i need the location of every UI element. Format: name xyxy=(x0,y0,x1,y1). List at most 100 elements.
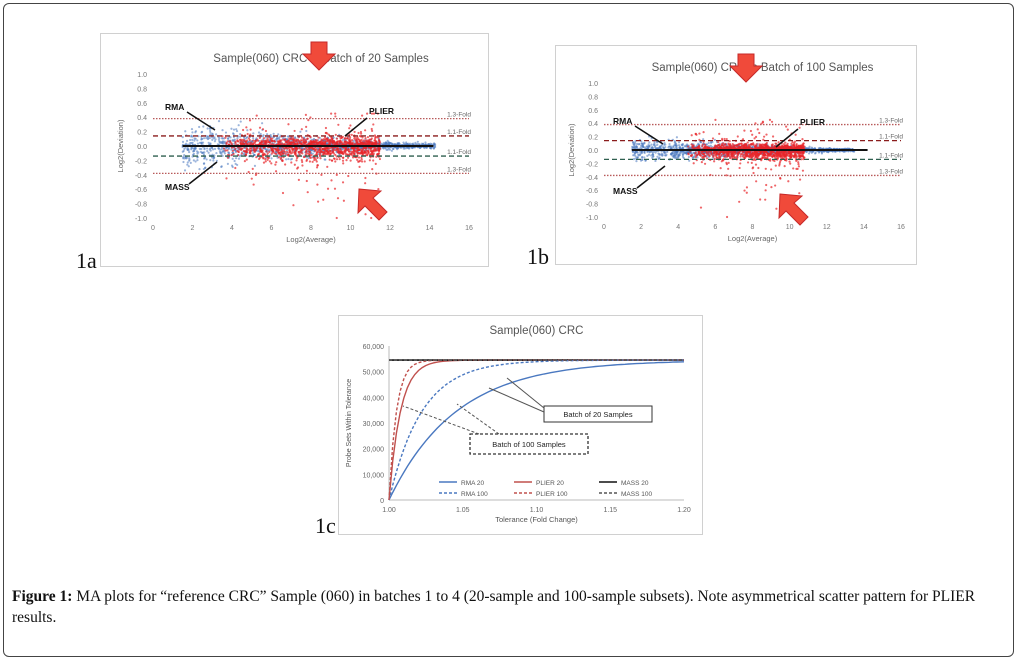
rma-point xyxy=(276,137,279,140)
plier-point xyxy=(741,138,745,141)
plier-point xyxy=(367,146,371,149)
plier-point xyxy=(320,138,323,141)
plier-point xyxy=(316,150,319,153)
plier-point xyxy=(794,133,797,136)
rma-point xyxy=(201,141,205,144)
rma-point xyxy=(641,158,644,161)
rma-point xyxy=(710,141,713,145)
plier-point xyxy=(357,156,361,159)
rma-point xyxy=(662,146,665,149)
plier-point xyxy=(357,142,360,145)
rma-point xyxy=(676,156,679,159)
plier-point xyxy=(370,141,374,144)
plier-point xyxy=(239,141,242,145)
plier-point xyxy=(350,138,354,142)
plier-point xyxy=(338,142,341,146)
plier-point xyxy=(767,145,770,148)
rma-point xyxy=(183,153,186,157)
plier-point xyxy=(250,141,253,144)
rma-point xyxy=(200,142,203,146)
plier-point xyxy=(346,156,350,159)
rma-point xyxy=(231,138,234,142)
rma-point xyxy=(424,141,427,144)
plier-point xyxy=(293,163,296,166)
plier-point xyxy=(748,155,751,159)
rma-point xyxy=(207,151,210,154)
rma-point xyxy=(233,159,236,163)
plier-point xyxy=(337,149,340,153)
plier-point xyxy=(334,112,337,115)
plier-point xyxy=(262,152,265,155)
rma-point xyxy=(206,149,209,153)
plier-point xyxy=(363,160,366,163)
plier-point xyxy=(360,156,363,159)
plier-point xyxy=(301,160,304,164)
plier-point xyxy=(736,135,739,138)
plier-point xyxy=(325,153,328,156)
plier-point xyxy=(280,148,283,151)
plier-point xyxy=(327,133,330,136)
rma-point xyxy=(217,146,220,150)
plier-point xyxy=(376,112,379,115)
plier-point xyxy=(225,142,228,146)
plier-point xyxy=(370,127,373,131)
x-tick-label: 6 xyxy=(713,224,717,231)
plier-point xyxy=(377,149,381,152)
rma-point xyxy=(272,132,275,135)
panel-label-1a: 1a xyxy=(76,248,97,273)
plier-point xyxy=(259,146,262,150)
plier-point xyxy=(252,183,255,186)
rma-point xyxy=(416,140,419,143)
plier-point xyxy=(333,187,337,190)
plier-point xyxy=(291,137,295,140)
plier-point xyxy=(310,154,313,157)
rma-point xyxy=(190,127,194,131)
rma-point xyxy=(223,152,226,155)
plier-point xyxy=(365,140,368,143)
plier-point xyxy=(706,153,710,156)
plier-point xyxy=(344,140,347,143)
y-tick-label: -0.8 xyxy=(135,202,147,209)
plier-point xyxy=(306,191,309,194)
rma-point xyxy=(387,148,390,151)
plier-point xyxy=(330,179,333,182)
plier-point xyxy=(273,152,276,155)
fold-label: 1.3-Fold xyxy=(447,112,471,119)
plier-point xyxy=(229,141,232,144)
plier-point xyxy=(345,143,348,146)
rma-point xyxy=(647,143,650,146)
plier-point xyxy=(288,149,291,152)
rma-point xyxy=(220,141,224,145)
plier-point xyxy=(274,163,277,166)
plier-point xyxy=(256,153,260,156)
x-tick-label: 14 xyxy=(860,224,868,231)
rma-point xyxy=(252,132,255,135)
rma-point xyxy=(638,142,641,146)
rma-point xyxy=(196,142,200,145)
plier-point xyxy=(275,152,278,156)
rma-point xyxy=(404,142,408,145)
plier-point xyxy=(316,139,319,142)
rma-point xyxy=(212,159,215,162)
plier-point xyxy=(319,157,322,160)
plier-point xyxy=(367,149,370,152)
plier-point xyxy=(746,141,749,144)
plier-point xyxy=(265,150,268,153)
plier-point xyxy=(687,152,690,155)
plier-point xyxy=(270,162,273,165)
rma-point xyxy=(675,144,678,147)
x-tick-label: 0 xyxy=(602,224,606,231)
plier-point xyxy=(295,159,298,162)
rma-point xyxy=(395,146,399,149)
plier-point xyxy=(318,148,322,151)
rma-point xyxy=(213,140,217,143)
plier-point xyxy=(309,140,312,143)
plier-point xyxy=(752,171,755,175)
y-tick-label: 0.0 xyxy=(137,144,147,151)
plier-point xyxy=(784,141,787,144)
plier-point xyxy=(253,141,257,144)
rma-point xyxy=(386,139,389,142)
plier-point xyxy=(317,200,320,203)
plier-point xyxy=(376,153,379,156)
rma-point xyxy=(220,137,223,140)
